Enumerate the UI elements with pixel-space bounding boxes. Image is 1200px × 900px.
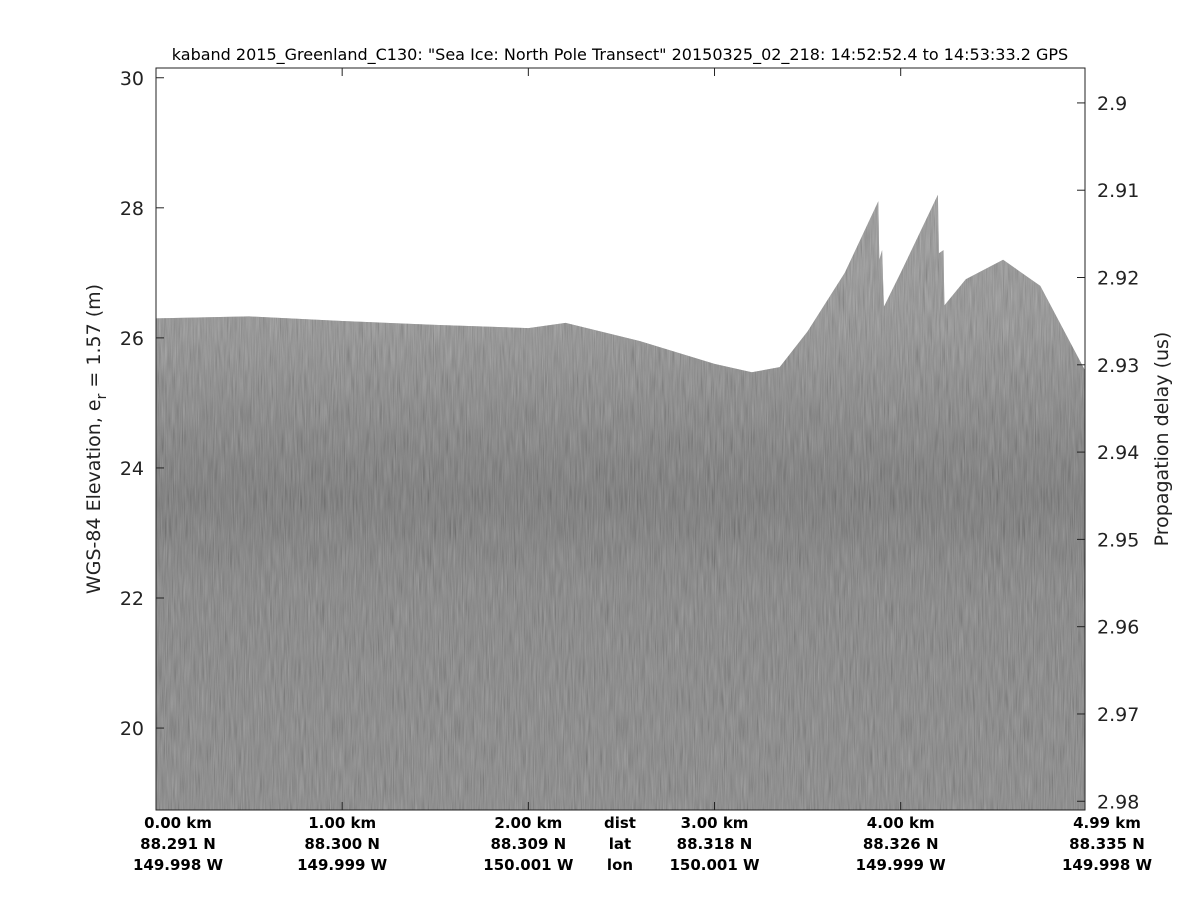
plot-frame xyxy=(155,67,1086,811)
y2-tick-label: 2.91 xyxy=(1097,180,1139,202)
x-dist-label: 4.99 km xyxy=(1073,814,1141,832)
y-tick-label: 20 xyxy=(120,718,144,740)
x-lat-label: 88.300 N xyxy=(304,835,380,853)
y2-tick-label: 2.94 xyxy=(1097,442,1139,464)
x-row-name-dist: dist xyxy=(604,814,636,832)
x-dist-label: 3.00 km xyxy=(681,814,749,832)
y2-tick-label: 2.92 xyxy=(1097,268,1139,290)
y2-tick-label: 2.95 xyxy=(1097,529,1139,551)
x-lat-label: 88.326 N xyxy=(863,835,939,853)
x-dist-label: 2.00 km xyxy=(494,814,562,832)
radar-image xyxy=(156,194,1085,810)
x-row-name-lon: lon xyxy=(607,856,633,874)
y2-tick-label: 2.93 xyxy=(1097,355,1139,377)
x-lon-label: 150.001 W xyxy=(483,856,574,874)
chart-title: kaband 2015_Greenland_C130: "Sea Ice: No… xyxy=(172,45,1068,65)
x-row-name-lat: lat xyxy=(609,835,631,853)
x-lat-label: 88.318 N xyxy=(677,835,753,853)
y-tick-label: 26 xyxy=(120,328,144,350)
x-dist-label: 1.00 km xyxy=(308,814,376,832)
y-tick-label: 22 xyxy=(120,588,144,610)
x-lon-label: 149.999 W xyxy=(856,856,947,874)
x-lat-label: 88.309 N xyxy=(491,835,567,853)
y-axis-label: WGS-84 Elevation, er = 1.57 (m) xyxy=(83,284,110,594)
x-dist-label: 4.00 km xyxy=(867,814,935,832)
x-dist-label: 0.00 km xyxy=(144,814,212,832)
y2-tick-label: 2.9 xyxy=(1097,93,1127,115)
x-lat-label: 88.291 N xyxy=(140,835,216,853)
y-tick-label: 24 xyxy=(120,458,144,480)
x-lon-label: 150.001 W xyxy=(669,856,760,874)
y2-tick-label: 2.96 xyxy=(1097,617,1139,639)
y-tick-label: 28 xyxy=(120,198,144,220)
y2-tick-label: 2.97 xyxy=(1097,704,1139,726)
y2-axis-label: Propagation delay (us) xyxy=(1151,332,1173,547)
x-lon-label: 149.998 W xyxy=(1062,856,1153,874)
y-tick-label: 30 xyxy=(120,68,144,90)
x-lat-label: 88.335 N xyxy=(1069,835,1145,853)
x-lon-label: 149.999 W xyxy=(297,856,388,874)
y2-tick-label: 2.98 xyxy=(1097,791,1139,813)
x-lon-label: 149.998 W xyxy=(133,856,224,874)
